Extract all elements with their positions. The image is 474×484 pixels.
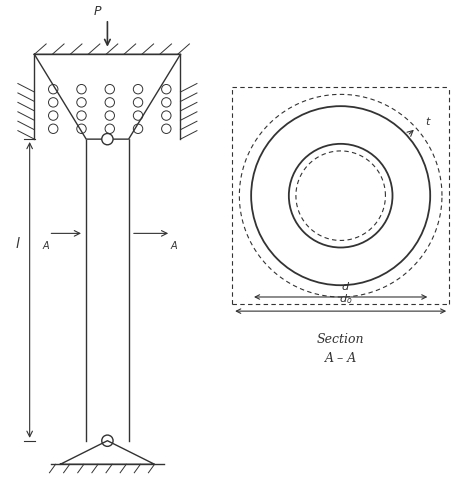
Text: Section: Section xyxy=(317,333,365,346)
Text: l: l xyxy=(16,236,20,250)
Text: $d$: $d$ xyxy=(341,280,350,292)
Text: A: A xyxy=(43,241,49,251)
Text: $d_o$: $d_o$ xyxy=(338,292,352,306)
Polygon shape xyxy=(35,55,181,140)
Circle shape xyxy=(289,145,392,248)
Text: A – A: A – A xyxy=(325,351,357,364)
Circle shape xyxy=(102,134,113,146)
Circle shape xyxy=(251,107,430,286)
Circle shape xyxy=(102,435,113,446)
Text: P: P xyxy=(93,5,101,17)
Polygon shape xyxy=(60,441,155,464)
Text: A: A xyxy=(170,241,177,251)
Text: $d_i$: $d_i$ xyxy=(368,163,379,176)
Text: t: t xyxy=(426,117,430,126)
